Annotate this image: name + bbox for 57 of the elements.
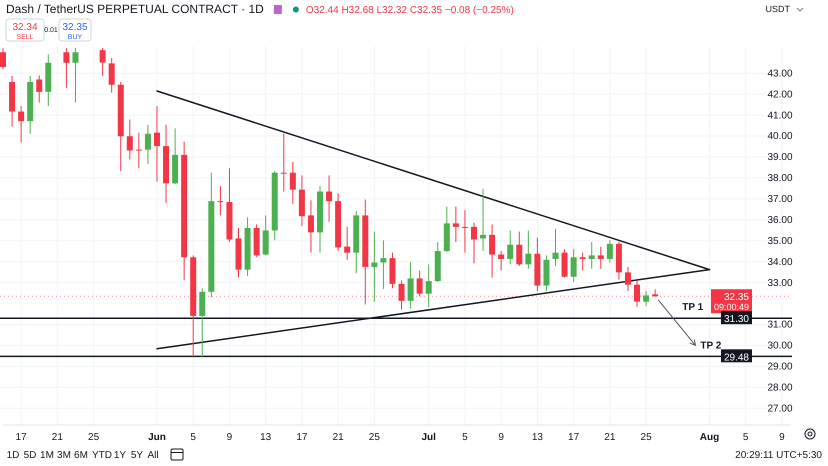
text: 5D <box>24 450 36 461</box>
text: O32.44 H32.68 L32.32 C32.35 −0.08 (−0.25%) <box>306 5 514 16</box>
y-tick-label: 43.00 <box>767 68 793 80</box>
ref-line-label: 32.35 <box>724 292 750 304</box>
x-tick-label: 21 <box>52 432 64 444</box>
annotation: TP 1 <box>682 302 704 314</box>
x-tick-label: Jul <box>421 432 436 444</box>
text: 3M <box>57 450 71 461</box>
x-tick-label: 17 <box>568 432 580 444</box>
y-tick-label: 29.00 <box>767 362 793 373</box>
x-tick-label: 21 <box>604 432 616 444</box>
text: 1D <box>6 450 20 461</box>
x-tick-label: 21 <box>332 432 344 444</box>
y-tick-label: 37.00 <box>767 194 793 206</box>
text: 6M <box>74 450 88 461</box>
y-tick-label: 27.00 <box>767 403 793 414</box>
text: YTD <box>92 450 112 461</box>
y-tick-label: 38.00 <box>767 173 793 184</box>
x-tick-label: 13 <box>532 432 544 444</box>
x-tick-label: 9 <box>498 432 504 444</box>
annotation: 09:00:49 <box>714 302 749 312</box>
chart-title: Dash / TetherUS PERPETUAL CONTRACT · 1D <box>6 2 264 16</box>
y-tick-label: 41.00 <box>767 110 793 122</box>
x-tick-label: 17 <box>16 432 28 444</box>
text: 1M <box>40 450 54 461</box>
y-tick-label: 28.00 <box>767 382 793 394</box>
x-tick-label: 17 <box>296 432 308 444</box>
ref-line-label: 29.48 <box>724 352 750 364</box>
y-tick-label: 31.00 <box>767 320 793 331</box>
annotation: TP 2 <box>700 340 722 352</box>
x-tick-label: 9 <box>226 432 233 444</box>
x-tick-label: 5 <box>462 432 468 444</box>
y-tick-label: 30.00 <box>767 340 793 352</box>
y-tick-label: 36.00 <box>767 214 793 226</box>
y-axis-title: USDT <box>766 4 790 14</box>
text: 5Y <box>130 450 144 461</box>
text: 32.34 <box>12 22 38 33</box>
x-tick-label: Jun <box>148 432 166 444</box>
y-tick-label: 39.00 <box>767 152 793 164</box>
y-tick-label: 34.00 <box>767 256 793 268</box>
y-tick-label: 40.00 <box>767 131 793 142</box>
x-tick-label: Aug <box>700 432 720 444</box>
ref-line-label: 31.30 <box>724 314 750 326</box>
x-tick-label: 5 <box>742 432 749 444</box>
x-tick-label: 25 <box>640 432 652 444</box>
x-tick-label: 5 <box>190 432 196 444</box>
text: All <box>147 450 159 461</box>
y-tick-label: 42.00 <box>767 89 793 100</box>
text: 20:29:11 UTC+5:30 <box>735 450 822 461</box>
x-tick-label: 25 <box>368 432 380 444</box>
text: 32.35 <box>62 22 88 33</box>
y-tick-label: 35.00 <box>767 236 793 247</box>
y-tick-label: 33.00 <box>767 278 793 289</box>
x-tick-label: 25 <box>88 432 100 444</box>
x-tick-label: 13 <box>260 432 272 444</box>
text: 1Y <box>114 450 126 461</box>
x-tick-label: 9 <box>779 432 786 444</box>
